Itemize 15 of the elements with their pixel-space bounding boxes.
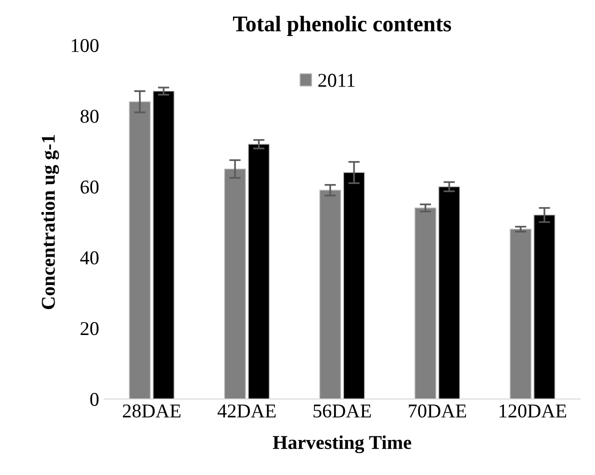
x-tick-label: 70DAE xyxy=(408,404,466,418)
x-tick-label: 28DAE xyxy=(122,404,180,418)
y-tick-label: 0 xyxy=(90,392,99,406)
y-tick-label: 100 xyxy=(72,38,99,52)
y-tick-label: 40 xyxy=(80,251,99,264)
x-axis-title: Harvesting Time xyxy=(272,435,412,454)
x-tick-label: 42DAE xyxy=(218,404,276,418)
y-tick-label: 60 xyxy=(80,180,99,194)
y-tick-label: 20 xyxy=(80,322,99,336)
y-tick-label: 80 xyxy=(80,110,99,123)
x-tick-label: 56DAE xyxy=(314,404,371,418)
y-axis-title: Concentration ug g-1 xyxy=(41,135,59,310)
x-tick-label: 120DAE xyxy=(500,404,566,418)
chart-title: Total phenolic contents xyxy=(232,16,452,36)
legend-label: 2011 xyxy=(318,74,355,87)
